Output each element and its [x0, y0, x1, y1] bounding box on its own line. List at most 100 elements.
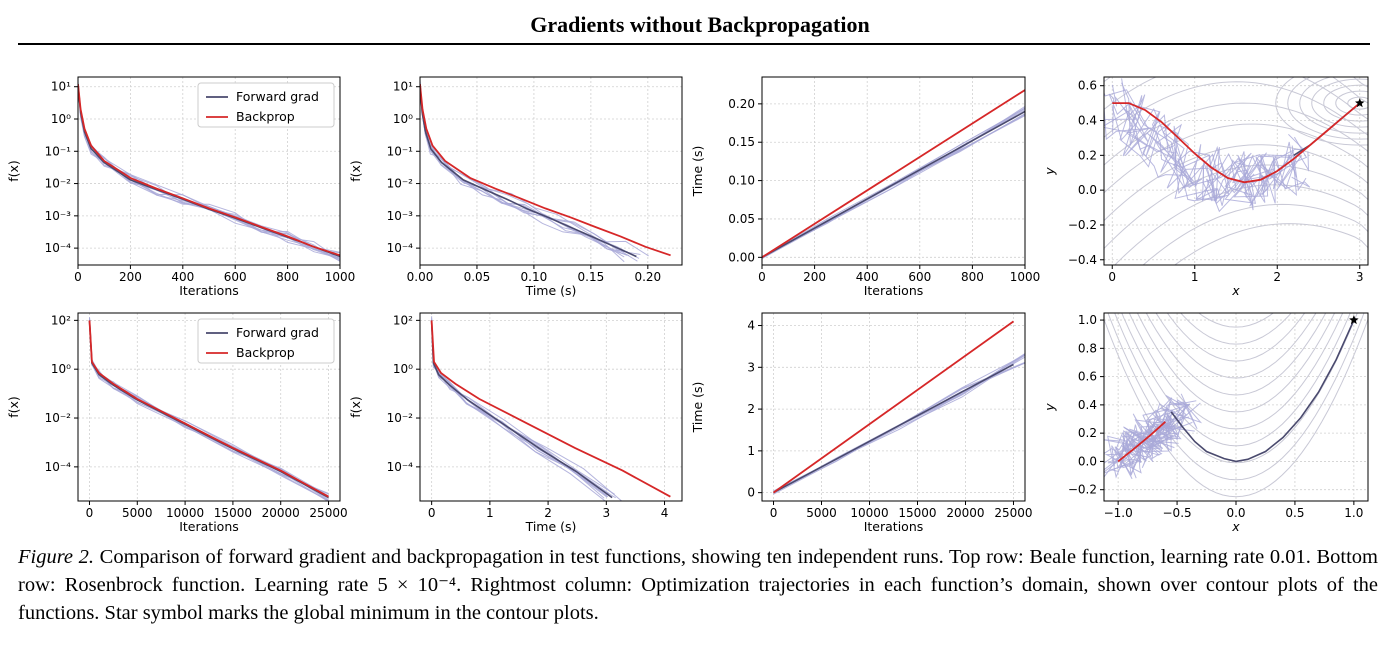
figure: 0 200 400 600 800 100010¹10⁰10⁻¹10⁻²10⁻³10⁻⁴I… — [6, 50, 1369, 534]
x-tick-label: 20000 — [946, 506, 984, 520]
contour-lines — [1104, 50, 1368, 265]
forward-grad-line — [430, 320, 613, 499]
backprop-line — [762, 89, 1025, 259]
x-tick-label: −1.0 — [1104, 506, 1133, 520]
y-tick-label: 10² — [51, 313, 71, 327]
y-tick-label: 0.15 — [728, 135, 755, 149]
x-tick-label: 0.00 — [407, 270, 434, 284]
x-tick-label: 3 — [602, 506, 610, 520]
axes-frame — [761, 312, 1026, 502]
contour-line — [1287, 77, 1368, 140]
y-tick-label: 0.6 — [1078, 370, 1097, 384]
plot-area — [1104, 50, 1368, 265]
panel-r1c3: −1.0 −0.5 0.0 0.5 1.0 −0.2 0.0 0.2 0.4 0.6 0.8 1.0 x… — [1042, 312, 1369, 534]
y-tick-label: 1.0 — [1078, 313, 1097, 327]
forward-runs — [1104, 393, 1203, 480]
contour-line — [1104, 144, 1368, 221]
forward-grad-line — [773, 363, 1014, 494]
x-tick-label: 600 — [908, 270, 931, 284]
y-tick-label: 0.10 — [728, 174, 755, 188]
x-tick-label: 4 — [661, 506, 669, 520]
panel-r1c0: 0 5000 10000 15000 20000 25000 10² 10⁰ 10⁻² 10⁻⁴ I… — [6, 312, 348, 534]
plot-area — [762, 77, 1025, 265]
forward-grad-line — [420, 84, 637, 258]
x-tick-label: 800 — [276, 270, 299, 284]
panel-r1c1: 0 1 2 3 4 10² 10⁰ 10⁻² 10⁻⁴ Time (s) f(x) — [348, 312, 683, 534]
y-tick-label: 10⁻³ — [45, 209, 72, 223]
title-rule — [18, 43, 1370, 45]
y-tick-label: 0.05 — [728, 212, 755, 226]
legend-box — [197, 82, 335, 128]
x-tick-label: 0 — [758, 270, 766, 284]
forward-run-line — [78, 83, 340, 254]
x-tick-label: 0.20 — [634, 270, 661, 284]
y-tick-label: 10⁻² — [45, 411, 72, 425]
panel-r0c3: 0 1 2 3 −0.4 −0.2 0.0 0.2 0.4 0.6 x y — [1042, 50, 1369, 298]
page-title: Gradients without Backpropagation — [530, 12, 870, 37]
x-tick-label: 0.15 — [578, 270, 605, 284]
plot-area — [78, 77, 340, 265]
y-tick-label: 0.2 — [1078, 148, 1097, 162]
panel-r0c1: 0.00 0.05 0.10 0.15 0.20 10¹ 10⁰ 10⁻¹ 10⁻² 10⁻³ 10… — [348, 76, 683, 298]
y-tick-label: 2 — [747, 402, 755, 416]
y-tick-label: 10⁻¹ — [45, 144, 72, 158]
y-axis-label: Time (s) — [690, 146, 705, 198]
x-tick-label: 10000 — [166, 506, 204, 520]
axes-frame — [1103, 76, 1369, 266]
y-tick-label: 10⁰ — [393, 362, 413, 376]
y-tick-label: 10⁻² — [387, 411, 414, 425]
forward-run-line — [431, 320, 615, 495]
x-tick-label: 600 — [224, 270, 247, 284]
legend-entry: Backprop — [236, 109, 295, 124]
y-tick-label: 0 — [747, 486, 755, 500]
x-tick-label: 10000 — [850, 506, 888, 520]
x-tick-label: 1000 — [1010, 270, 1041, 284]
global-minimum-star-icon — [1355, 98, 1365, 108]
grid — [420, 313, 682, 501]
backprop-line — [430, 320, 671, 498]
contour-line — [1104, 50, 1368, 71]
caption-text: Comparison of forward gradient and backp… — [18, 546, 1378, 624]
contour-line — [1275, 77, 1368, 146]
x-tick-label: 2 — [1273, 270, 1281, 284]
x-tick-label: 0 — [1108, 270, 1116, 284]
forward-grad-line — [1170, 319, 1355, 463]
x-axis-label: x — [1231, 283, 1240, 298]
forward-run-line — [431, 316, 608, 498]
x-tick-label: 3 — [1356, 270, 1364, 284]
x-tick-label: 1 — [1191, 270, 1199, 284]
forward-run-line — [431, 320, 616, 499]
y-tick-label: 10⁰ — [51, 112, 71, 126]
contour-line — [1104, 50, 1368, 55]
y-tick-label: 0.00 — [728, 250, 755, 264]
forward-run-line — [773, 362, 1025, 495]
backprop-line — [772, 320, 1015, 494]
y-axis-label: f(x) — [6, 160, 21, 182]
x-tick-label: 20000 — [262, 506, 300, 520]
contour-line — [1335, 90, 1368, 116]
x-tick-label: 0 — [86, 506, 94, 520]
plot-area — [420, 313, 682, 501]
x-tick-label: 0.5 — [1285, 506, 1304, 520]
y-tick-label: 0.4 — [1078, 114, 1097, 128]
contour-line — [1104, 164, 1368, 249]
x-tick-label: −0.5 — [1163, 506, 1192, 520]
panel-r0c2: 0 200 400 600 800 1000 0.00 0.05 0.10 0.15 0.20 Ite… — [690, 76, 1041, 298]
forward-grad-line — [762, 110, 1025, 258]
contour-line — [1299, 77, 1368, 134]
x-tick-label: 1.0 — [1344, 506, 1363, 520]
forward-run-line — [431, 324, 609, 498]
contour-line — [1114, 184, 1368, 265]
y-tick-label: 10⁻⁴ — [387, 241, 414, 255]
x-tick-label: 0.05 — [464, 270, 491, 284]
y-tick-label: 10⁻⁴ — [45, 460, 72, 474]
x-tick-label: 5000 — [806, 506, 837, 520]
x-tick-label: 25000 — [309, 506, 347, 520]
y-axis-label: f(x) — [348, 160, 363, 182]
forward-run-line — [1104, 89, 1311, 207]
contour-line — [1142, 203, 1368, 265]
y-tick-label: 10⁻³ — [387, 209, 414, 223]
forward-run-line — [431, 320, 607, 496]
x-axis-label: Time (s) — [525, 283, 577, 298]
x-tick-label: 2 — [544, 506, 552, 520]
